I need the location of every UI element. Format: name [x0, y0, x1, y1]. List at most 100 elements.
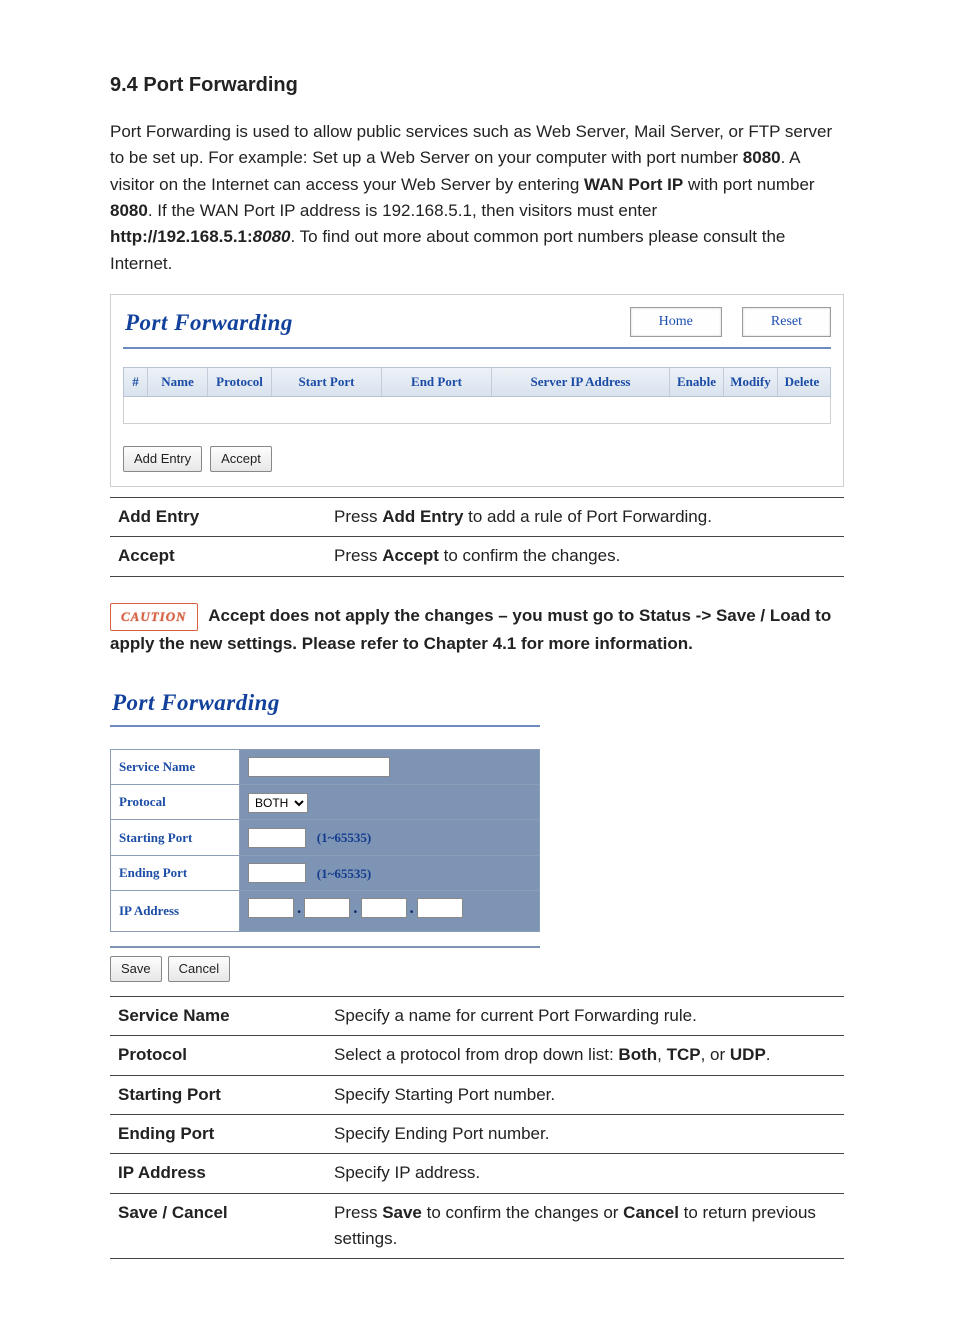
- panel-title: Port Forwarding: [125, 305, 293, 341]
- ending-port-label: Ending Port: [111, 855, 240, 890]
- title-divider: [123, 347, 831, 349]
- ip-octet-1-input[interactable]: [248, 898, 294, 918]
- col-name: Name: [148, 368, 208, 396]
- desc-text: Specify Starting Port number.: [326, 1075, 844, 1114]
- ending-port-input[interactable]: [248, 863, 306, 883]
- table-row: Service Name: [111, 749, 540, 784]
- ip-address-label: IP Address: [111, 891, 240, 932]
- ip-address-cell: . . .: [240, 891, 540, 932]
- desc-label: Save / Cancel: [110, 1193, 326, 1259]
- txt: Press: [334, 546, 382, 565]
- intro-bold-wan: WAN Port IP: [584, 175, 683, 194]
- ip-dot: .: [294, 895, 304, 921]
- desc-text: Press Save to confirm the changes or Can…: [326, 1193, 844, 1259]
- port-range-hint: (1~65535): [317, 866, 371, 881]
- starting-port-cell: (1~65535): [240, 820, 540, 855]
- ip-dot: .: [350, 895, 360, 921]
- col-number: #: [124, 368, 148, 396]
- txt-bold: UDP: [730, 1045, 766, 1064]
- section-title: 9.4 Port Forwarding: [110, 70, 844, 101]
- desc-text: Specify a name for current Port Forwardi…: [326, 996, 844, 1035]
- txt: Press: [334, 1203, 382, 1222]
- table-row: Protocol Select a protocol from drop dow…: [110, 1036, 844, 1075]
- desc-text: Select a protocol from drop down list: B…: [326, 1036, 844, 1075]
- txt: .: [766, 1045, 771, 1064]
- port-range-hint: (1~65535): [317, 830, 371, 845]
- table-row: Protocal BOTH: [111, 785, 540, 820]
- form-table: Service Name Protocal BOTH Starting Port…: [110, 749, 540, 932]
- table-row: Ending Port (1~65535): [111, 855, 540, 890]
- protocol-label: Protocal: [111, 785, 240, 820]
- txt: , or: [701, 1045, 730, 1064]
- intro-bold-8080b: 8080: [110, 201, 148, 220]
- txt: Select a protocol from drop down list:: [334, 1045, 618, 1064]
- ip-octet-2-input[interactable]: [304, 898, 350, 918]
- table-header: # Name Protocol Start Port End Port Serv…: [123, 367, 831, 397]
- intro-text: Port Forwarding is used to allow public …: [110, 122, 832, 167]
- service-name-cell: [240, 749, 540, 784]
- caution-badge: CAUTION: [110, 603, 198, 631]
- ip-dot: .: [407, 895, 417, 921]
- desc-label: Service Name: [110, 996, 326, 1035]
- caution-block: CAUTION Accept does not apply the change…: [110, 603, 844, 657]
- txt-bold: Accept: [382, 546, 439, 565]
- txt-bold: Save: [382, 1203, 422, 1222]
- title-divider: [110, 725, 540, 727]
- reset-button[interactable]: Reset: [742, 307, 831, 337]
- intro-paragraph: Port Forwarding is used to allow public …: [110, 119, 844, 277]
- desc-text: Press Accept to confirm the changes.: [326, 537, 844, 576]
- desc-label: Protocol: [110, 1036, 326, 1075]
- table-row: Starting Port (1~65535): [111, 820, 540, 855]
- port-forwarding-form: Port Forwarding Service Name Protocal BO…: [110, 685, 844, 982]
- protocol-cell: BOTH: [240, 785, 540, 820]
- table-row: IP Address Specify IP address.: [110, 1154, 844, 1193]
- home-button[interactable]: Home: [630, 307, 722, 337]
- table-row: Accept Press Accept to confirm the chang…: [110, 537, 844, 576]
- ending-port-cell: (1~65535): [240, 855, 540, 890]
- txt-bold: Cancel: [623, 1203, 679, 1222]
- col-start-port: Start Port: [272, 368, 382, 396]
- desc-text: Specify IP address.: [326, 1154, 844, 1193]
- intro-italic-port: 8080: [253, 227, 291, 246]
- table-body-empty: [123, 397, 831, 424]
- col-end-port: End Port: [382, 368, 492, 396]
- description-table-1: Add Entry Press Add Entry to add a rule …: [110, 497, 844, 577]
- desc-label: IP Address: [110, 1154, 326, 1193]
- ip-octet-3-input[interactable]: [361, 898, 407, 918]
- add-entry-button[interactable]: Add Entry: [123, 446, 202, 472]
- table-row: Starting Port Specify Starting Port numb…: [110, 1075, 844, 1114]
- cancel-button[interactable]: Cancel: [168, 956, 230, 982]
- port-forwarding-panel: Port Forwarding Home Reset # Name Protoc…: [110, 294, 844, 487]
- txt: to confirm the changes.: [439, 546, 620, 565]
- col-protocol: Protocol: [208, 368, 272, 396]
- intro-bold-8080a: 8080: [743, 148, 781, 167]
- txt-bold: TCP: [667, 1045, 701, 1064]
- intro-bold-url: http://192.168.5.1:: [110, 227, 253, 246]
- desc-label: Ending Port: [110, 1114, 326, 1153]
- save-button[interactable]: Save: [110, 956, 162, 982]
- txt: Press: [334, 507, 382, 526]
- protocol-select[interactable]: BOTH: [248, 793, 308, 813]
- desc-text: Specify Ending Port number.: [326, 1114, 844, 1153]
- desc-label: Starting Port: [110, 1075, 326, 1114]
- service-name-input[interactable]: [248, 757, 390, 777]
- txt: to add a rule of Port Forwarding.: [463, 507, 712, 526]
- desc-text: Press Add Entry to add a rule of Port Fo…: [326, 497, 844, 536]
- form-title: Port Forwarding: [112, 685, 844, 721]
- col-enable: Enable: [670, 368, 724, 396]
- ip-octet-4-input[interactable]: [417, 898, 463, 918]
- txt-bold: Add Entry: [382, 507, 463, 526]
- col-modify: Modify: [724, 368, 778, 396]
- txt: to confirm the changes or: [422, 1203, 623, 1222]
- description-table-2: Service Name Specify a name for current …: [110, 996, 844, 1259]
- intro-text: . If the WAN Port IP address is 192.168.…: [148, 201, 657, 220]
- table-row: Add Entry Press Add Entry to add a rule …: [110, 497, 844, 536]
- table-row: IP Address . . .: [111, 891, 540, 932]
- table-row: Ending Port Specify Ending Port number.: [110, 1114, 844, 1153]
- service-name-label: Service Name: [111, 749, 240, 784]
- intro-text: with port number: [683, 175, 814, 194]
- starting-port-input[interactable]: [248, 828, 306, 848]
- accept-button[interactable]: Accept: [210, 446, 272, 472]
- col-server-ip: Server IP Address: [492, 368, 670, 396]
- starting-port-label: Starting Port: [111, 820, 240, 855]
